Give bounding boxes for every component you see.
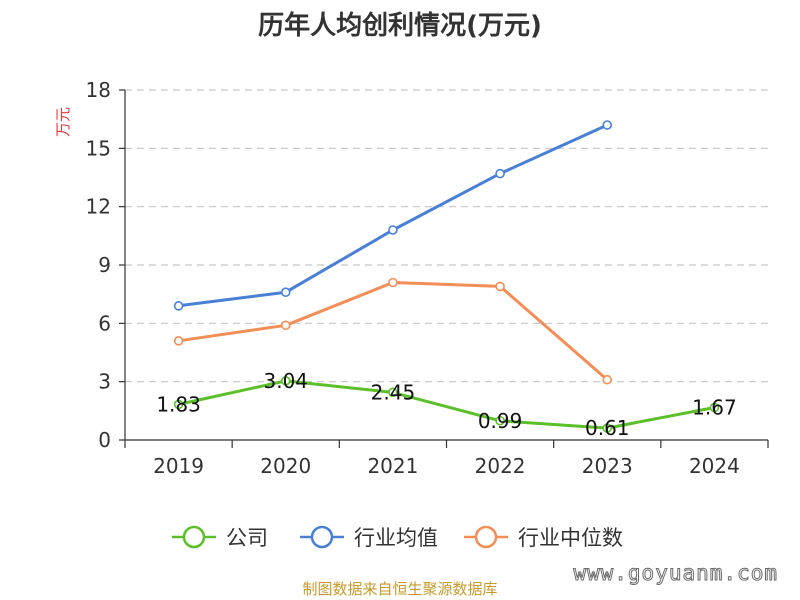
data-point: [602, 374, 613, 385]
y-tick-label: 15: [86, 136, 111, 160]
data-label: 3.04: [263, 369, 308, 393]
data-point: [388, 387, 398, 398]
source-note: 制图数据来自恒生聚源数据库: [302, 580, 497, 598]
data-point: [602, 423, 613, 433]
y-axis-label: 万元: [54, 107, 72, 137]
legend-item[interactable]: 行业中位数: [464, 525, 623, 550]
x-tick-label: 2020: [260, 454, 311, 478]
y-tick-label: 6: [98, 311, 111, 335]
y-tick-label: 18: [86, 78, 111, 102]
data-label: 1.83: [156, 392, 201, 416]
data-label: 0.61: [585, 416, 630, 440]
data-point: [280, 320, 291, 331]
legend-label: 行业中位数: [518, 526, 623, 550]
data-point: [388, 277, 398, 288]
chart-title: 历年人均创利情况(万元): [258, 10, 542, 41]
data-point: [173, 301, 184, 311]
watermark-text: www.goyuanm.com: [573, 561, 778, 585]
data-point: [388, 225, 398, 235]
data-point: [495, 415, 505, 426]
data-point: [280, 287, 291, 298]
data-labels: 1.83 3.04 2.45 0.99 0.61 1.67: [156, 369, 736, 440]
data-point: [495, 168, 505, 179]
grid-lines: [125, 89, 768, 383]
series-lines: [173, 120, 720, 433]
y-tick-label: 0: [98, 428, 111, 452]
data-point: [709, 402, 720, 413]
legend-item[interactable]: 公司: [172, 525, 268, 550]
x-tick-label: 2021: [367, 454, 418, 478]
data-point: [495, 281, 505, 292]
data-label: 0.99: [478, 409, 523, 433]
legend-marker: [310, 525, 334, 549]
y-tick-label: 12: [86, 195, 111, 219]
data-point: [173, 336, 184, 346]
y-tick-label: 3: [98, 370, 111, 394]
x-tick-label: 2022: [475, 454, 526, 478]
data-point: [602, 120, 613, 130]
legend[interactable]: 公司 行业均值 行业中位数: [172, 525, 623, 550]
legend-marker: [474, 525, 498, 549]
legend-item[interactable]: 行业均值: [300, 525, 438, 550]
data-label: 1.67: [692, 396, 737, 420]
x-tick-label: 2024: [689, 454, 740, 478]
data-point: [173, 399, 184, 410]
y-tick-label: 9: [98, 253, 111, 277]
data-point: [280, 376, 291, 386]
x-tick-label: 2019: [153, 454, 204, 478]
legend-marker: [182, 525, 206, 549]
x-tick-label: 2023: [582, 454, 633, 478]
axes: 0 3 6 9 12 15 18 2019 2020 2021 2022 2023 2024: [86, 78, 769, 478]
series-line: [178, 379, 715, 430]
legend-label: 行业均值: [354, 526, 438, 550]
legend-label: 公司: [226, 526, 268, 550]
data-label: 2.45: [371, 380, 416, 404]
